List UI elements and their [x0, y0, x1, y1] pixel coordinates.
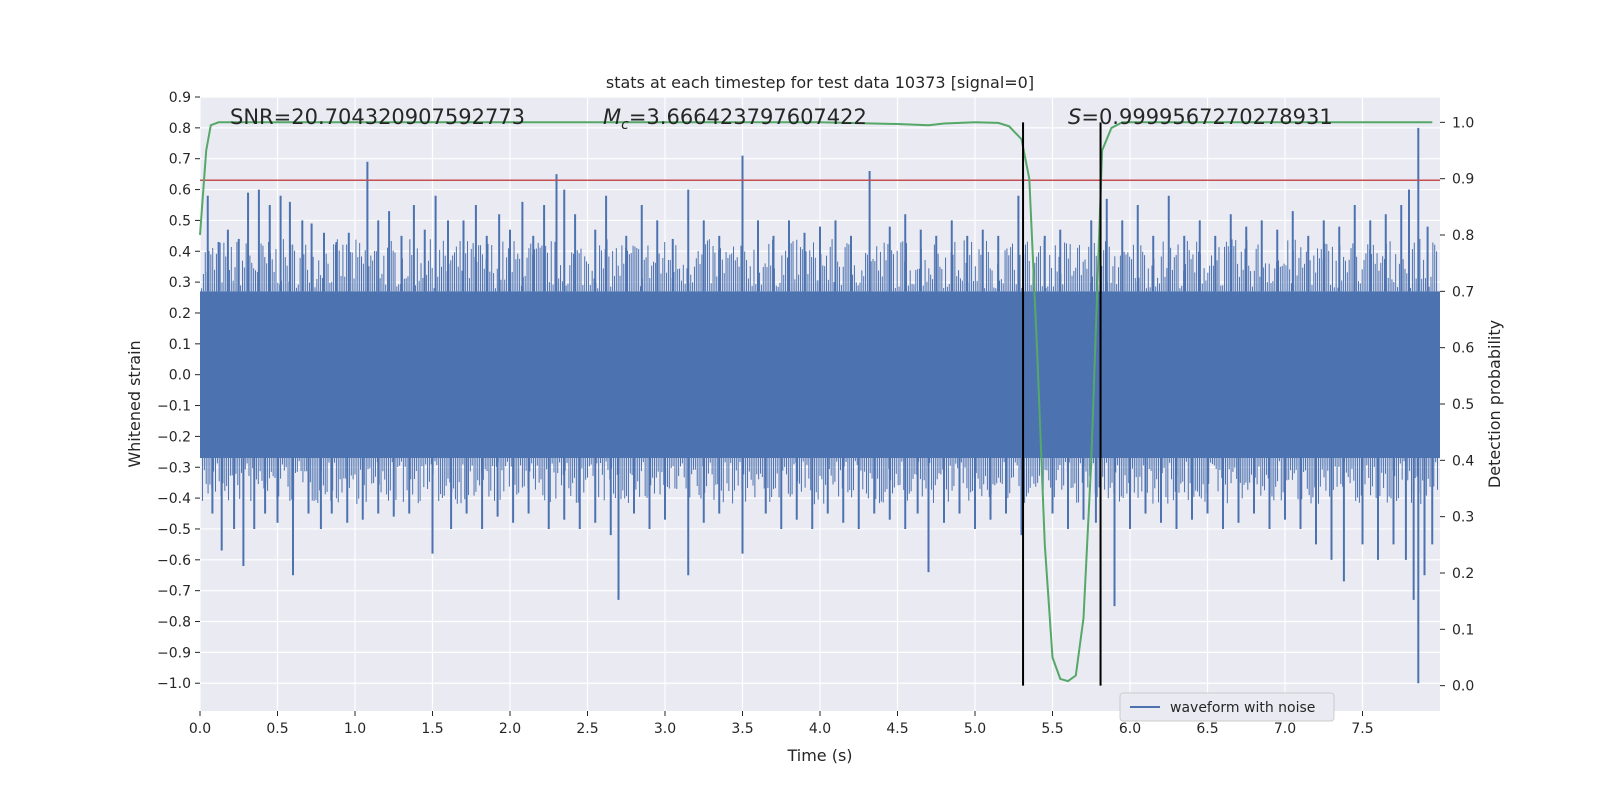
y-tick-label: −0.6: [157, 553, 191, 569]
x-tick-label: 4.5: [886, 721, 908, 737]
chart-title: stats at each timestep for test data 103…: [606, 73, 1034, 92]
y-tick-label: −0.9: [157, 645, 191, 661]
y-tick-label: 0.5: [169, 213, 191, 229]
score-value: =0.9999567270278931: [1081, 105, 1332, 129]
y2-tick-label: 0.4: [1452, 453, 1474, 469]
axes-layer: 0.0 0.5 1.0 1.5 2.0 2.5 3.0 3.5 4.0 4.5 5.0 5.5 6.0 6…: [157, 90, 1474, 737]
x-tick-label: 3.5: [731, 721, 753, 737]
x-tick-label: 3.0: [654, 721, 676, 737]
overlay-layer: [199, 121, 1440, 686]
x-axis-label: Time (s): [786, 746, 852, 765]
detection-probability-line: [199, 121, 1433, 683]
snr-annotation: SNR=20.704320907592773: [230, 105, 525, 129]
x-tick-label: 2.0: [499, 721, 521, 737]
y2-tick-label: 1.0: [1452, 115, 1474, 131]
waveform-band: [200, 291, 1440, 458]
y-tick-label: −1.0: [157, 676, 191, 692]
x-tick-label: 1.0: [344, 721, 366, 737]
y-tick-label: −0.2: [157, 429, 191, 445]
chirp-mass-subscript: c: [621, 117, 629, 133]
y2-tick-label: 0.7: [1452, 284, 1474, 300]
score-symbol: S: [1068, 105, 1081, 129]
x-tick-label: 6.0: [1119, 721, 1141, 737]
x-tick-label: 0.0: [189, 721, 211, 737]
y2-tick-label: 0.2: [1452, 566, 1474, 582]
y-tick-label: 0.1: [169, 337, 191, 353]
y-tick-label: −0.4: [157, 491, 191, 507]
y-tick-label: −0.1: [157, 399, 191, 415]
y-tick-label: −0.7: [157, 584, 191, 600]
series-layer: [200, 127, 1440, 684]
x-tick-label: 5.0: [964, 721, 986, 737]
chirp-mass-annotation: Mc=3.666423797607422: [603, 105, 867, 133]
legend: waveform with noise: [1119, 692, 1335, 722]
y-tick-label: 0.7: [169, 152, 191, 168]
y2-tick-label: 0.5: [1452, 397, 1474, 413]
y-tick-label: 0.9: [169, 90, 191, 106]
y2-tick-label: 0.1: [1452, 622, 1474, 638]
y-tick-label: 0.3: [169, 275, 191, 291]
y2-tick-label: 0.3: [1452, 510, 1474, 526]
y-tick-label: 0.8: [169, 121, 191, 137]
legend-box: [1119, 692, 1335, 722]
x-tick-label: 0.5: [266, 721, 288, 737]
x-tick-label: 7.0: [1274, 721, 1296, 737]
chirp-mass-symbol: M: [603, 105, 621, 129]
y2-tick-label: 0.0: [1452, 679, 1474, 695]
y-tick-label: 0.0: [169, 368, 191, 384]
y-tick-label: −0.5: [157, 522, 191, 538]
x-tick-label: 4.0: [809, 721, 831, 737]
legend-entry: waveform with noise: [1170, 700, 1315, 716]
y-tick-label: 0.6: [169, 183, 191, 199]
y-tick-label: 0.4: [169, 244, 191, 260]
y2-axis-label: Detection probability: [1485, 320, 1504, 488]
y2-tick-label: 0.6: [1452, 341, 1474, 357]
chirp-mass-value: =3.666423797607422: [629, 105, 867, 129]
x-tick-label: 2.5: [576, 721, 598, 737]
x-tick-label: 6.5: [1196, 721, 1218, 737]
y-tick-label: −0.3: [157, 460, 191, 476]
y2-tick-label: 0.8: [1452, 228, 1474, 244]
y-tick-label: −0.8: [157, 615, 191, 631]
x-tick-label: 1.5: [421, 721, 443, 737]
y2-tick-label: 0.9: [1452, 172, 1474, 188]
x-tick-label: 7.5: [1351, 721, 1373, 737]
y-tick-label: 0.2: [169, 306, 191, 322]
x-tick-label: 5.5: [1041, 721, 1063, 737]
y-axis-label: Whitened strain: [125, 340, 144, 467]
score-annotation: S=0.9999567270278931: [1068, 105, 1333, 129]
